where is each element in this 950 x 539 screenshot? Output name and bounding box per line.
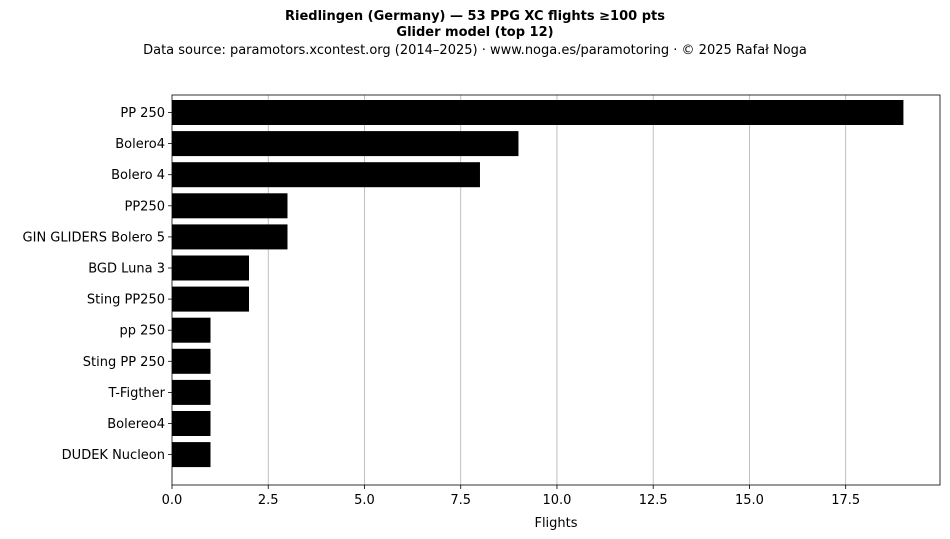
x-tick-label: 2.5 [258, 493, 279, 508]
bar [172, 162, 480, 188]
x-tick-label: 10.0 [542, 493, 571, 508]
y-tick-label: pp 250 [120, 324, 165, 339]
bar [172, 224, 288, 250]
y-tick-label: Bolero4 [115, 137, 165, 152]
bar [172, 131, 519, 157]
x-tick-label: 7.5 [450, 493, 471, 508]
x-tick-label: 17.5 [831, 493, 860, 508]
plot-frame [171, 94, 941, 486]
chart-subtitle-bold: Glider model (top 12) [396, 25, 554, 40]
y-tick-label: PP250 [125, 199, 166, 214]
y-tick-label: DUDEK Nucleon [62, 448, 165, 463]
x-tick-label: 12.5 [639, 493, 668, 508]
y-tick-label: Sting PP250 [87, 293, 165, 308]
bar [172, 411, 211, 436]
bar [172, 100, 904, 125]
bar [172, 193, 288, 219]
bar [172, 348, 211, 374]
x-tick-label: 5.0 [354, 493, 375, 508]
y-tick-label: T-Figther [107, 386, 165, 401]
x-tick-label: 15.0 [735, 493, 764, 508]
y-tick-label: PP 250 [120, 106, 165, 121]
y-tick-label: Bolereo4 [107, 417, 165, 432]
y-tick-label: Sting PP 250 [83, 355, 165, 370]
x-tick-label: 0.0 [162, 493, 183, 508]
bar [172, 255, 249, 281]
bar [172, 317, 211, 343]
bar [172, 379, 211, 405]
y-tick-label: GIN GLIDERS Bolero 5 [23, 230, 165, 245]
chart-source-note: Data source: paramotors.xcontest.org (20… [143, 43, 807, 58]
bar [172, 442, 211, 468]
y-tick-label: BGD Luna 3 [88, 262, 165, 277]
x-axis-label: Flights [534, 516, 577, 531]
y-tick-label: Bolero 4 [111, 168, 165, 183]
chart-title: Riedlingen (Germany) — 53 PPG XC flights… [285, 9, 665, 24]
bar [172, 286, 249, 312]
